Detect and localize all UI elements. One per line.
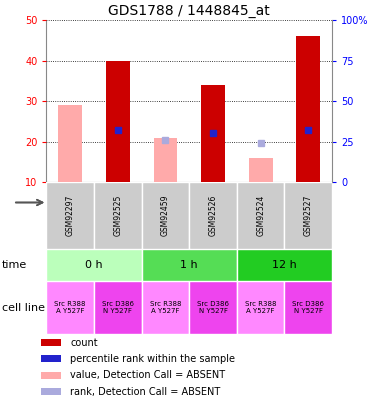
Bar [46, 281, 94, 334]
Text: percentile rank within the sample: percentile rank within the sample [70, 354, 236, 364]
Bar [41, 388, 61, 395]
Bar [249, 158, 273, 182]
Text: rank, Detection Call = ABSENT: rank, Detection Call = ABSENT [70, 386, 221, 396]
Text: GSM92459: GSM92459 [161, 195, 170, 237]
Bar [142, 182, 189, 249]
Text: GSM92524: GSM92524 [256, 195, 265, 237]
Text: cell line: cell line [2, 303, 45, 313]
Text: GSM92297: GSM92297 [66, 195, 75, 237]
Bar [41, 339, 61, 346]
Text: GSM92526: GSM92526 [209, 195, 217, 237]
Bar [189, 281, 237, 334]
Bar [237, 249, 332, 281]
Text: Src R388
A Y527F: Src R388 A Y527F [150, 301, 181, 314]
Text: count: count [70, 338, 98, 347]
Bar [237, 182, 285, 249]
Bar [41, 356, 61, 362]
Text: GSM92527: GSM92527 [304, 195, 313, 237]
Bar [285, 281, 332, 334]
Bar [142, 249, 237, 281]
Bar [106, 61, 130, 182]
Bar [154, 138, 177, 182]
Text: 0 h: 0 h [85, 260, 103, 270]
Bar [41, 372, 61, 379]
Text: time: time [2, 260, 27, 270]
Title: GDS1788 / 1448845_at: GDS1788 / 1448845_at [108, 4, 270, 18]
Text: Src R388
A Y527F: Src R388 A Y527F [245, 301, 276, 314]
Bar [94, 281, 142, 334]
Bar [296, 36, 320, 182]
Text: 1 h: 1 h [180, 260, 198, 270]
Bar [142, 281, 189, 334]
Text: Src D386
N Y527F: Src D386 N Y527F [197, 301, 229, 314]
Bar [285, 182, 332, 249]
Bar [46, 249, 142, 281]
Text: GSM92525: GSM92525 [113, 195, 122, 237]
Bar [46, 182, 94, 249]
Bar [58, 105, 82, 182]
Text: Src D386
N Y527F: Src D386 N Y527F [102, 301, 134, 314]
Bar [201, 85, 225, 182]
Text: 12 h: 12 h [272, 260, 297, 270]
Bar [94, 182, 142, 249]
Bar [237, 281, 285, 334]
Bar [189, 182, 237, 249]
Text: Src D386
N Y527F: Src D386 N Y527F [292, 301, 324, 314]
Text: value, Detection Call = ABSENT: value, Detection Call = ABSENT [70, 370, 226, 380]
Text: Src R388
A Y527F: Src R388 A Y527F [55, 301, 86, 314]
